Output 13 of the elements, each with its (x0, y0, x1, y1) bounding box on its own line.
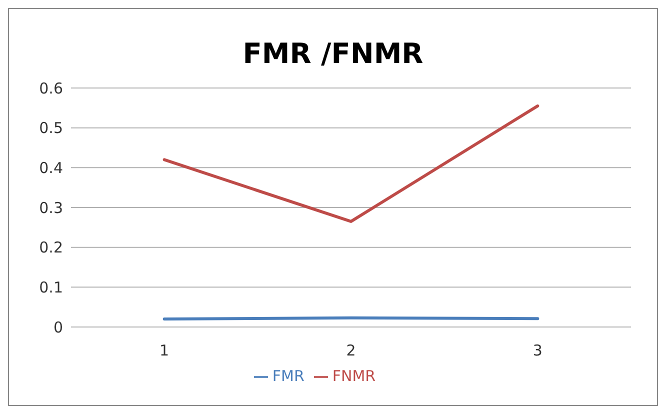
legend-label: FMR (272, 367, 304, 385)
chart-title: FMR /FNMR (242, 37, 424, 70)
y-tick-label: 0.1 (39, 278, 63, 296)
y-tick-label: 0.4 (39, 158, 63, 177)
y-tick-label: 0.3 (39, 198, 63, 217)
x-tick-label: 2 (346, 342, 356, 360)
y-tick-label: 0 (53, 318, 63, 336)
x-tick-label: 3 (532, 342, 542, 360)
x-tick-label: 1 (160, 342, 170, 360)
y-tick-label: 0.2 (39, 238, 63, 257)
y-tick-label: 0.6 (39, 79, 63, 98)
y-tick-label: 0.5 (39, 119, 63, 138)
legend-label: FNMR (332, 367, 376, 385)
